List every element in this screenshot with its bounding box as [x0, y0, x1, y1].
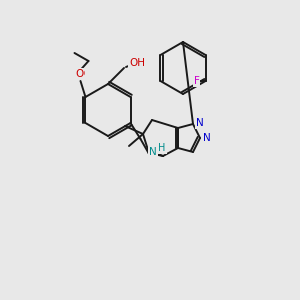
Text: N: N: [203, 133, 211, 143]
Text: O: O: [75, 69, 84, 79]
Text: N: N: [203, 133, 211, 143]
Text: O: O: [76, 69, 85, 79]
Text: OH: OH: [129, 59, 145, 69]
Text: N: N: [196, 118, 204, 128]
Text: N: N: [148, 147, 156, 157]
Text: N: N: [150, 147, 158, 157]
Text: H: H: [158, 143, 165, 153]
Text: F: F: [194, 76, 200, 86]
Text: OH: OH: [129, 58, 145, 68]
Text: H: H: [159, 143, 166, 153]
Text: N: N: [196, 118, 204, 128]
